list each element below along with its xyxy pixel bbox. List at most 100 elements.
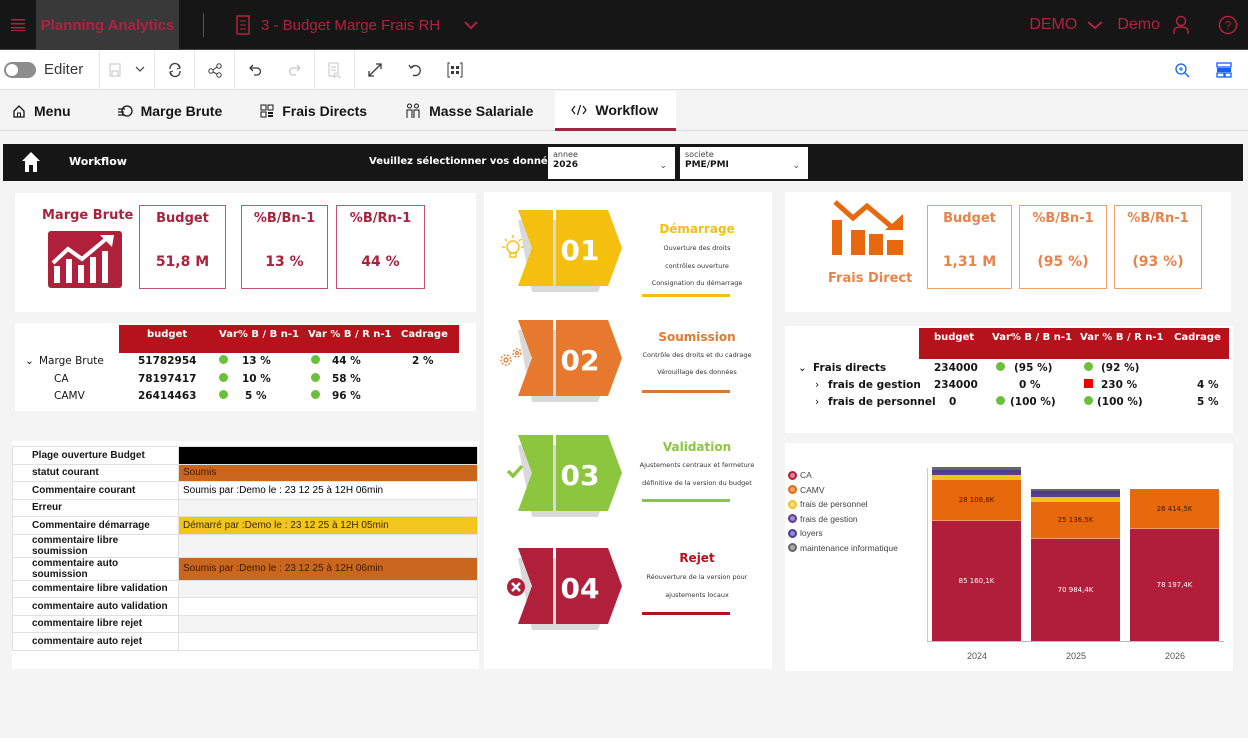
reset-view-button[interactable] — [395, 50, 435, 90]
budget-cell: 234000 — [934, 379, 978, 391]
row-value[interactable] — [178, 498, 478, 517]
document-title: 3 - Budget Marge Frais RH — [261, 16, 441, 34]
table-row: commentaire libre validation — [12, 579, 478, 598]
expand-chevron-icon[interactable]: ⌄ — [798, 362, 807, 374]
table-row[interactable]: › frais de gestion 234000 0 % 230 % 4 % — [785, 377, 1233, 394]
bar-segment-loyers — [932, 470, 1021, 472]
tab-workflow[interactable]: Workflow — [555, 91, 677, 131]
step-divider — [642, 390, 730, 393]
annee-select[interactable]: annee 2026 ⌄ — [548, 147, 675, 179]
edit-toggle[interactable]: Editer — [0, 49, 100, 90]
row-value[interactable] — [178, 533, 478, 558]
table-row[interactable]: CAMV 26414463 5 % 96 % — [15, 388, 476, 405]
zoom-button[interactable] — [1162, 50, 1202, 90]
row-value[interactable] — [178, 579, 478, 598]
table-row: statut courant Soumis — [12, 463, 478, 482]
bar-segment-maintenance — [1031, 489, 1120, 491]
societe-select[interactable]: societe PME/PMI ⌄ — [680, 147, 808, 179]
code-icon — [571, 104, 588, 115]
status-dot-green — [996, 362, 1005, 371]
hamburger-menu-button[interactable] — [0, 0, 36, 50]
lightbulb-icon — [502, 235, 524, 258]
bar-2026[interactable]: 26 414,5K 78 197,4K — [1130, 489, 1219, 641]
row-value[interactable]: Démarré par :Demo le : 23 12 25 à 12H 05… — [178, 516, 478, 535]
row-value[interactable]: Soumis par :Demo le : 23 12 25 à 12H 06m… — [178, 556, 478, 581]
row-key: Plage ouverture Budget — [12, 446, 179, 465]
expand-chevron-icon[interactable]: › — [815, 379, 820, 391]
kpi-header: %B/Bn-1 — [253, 211, 316, 226]
table-row: Plage ouverture Budget — [12, 446, 478, 465]
budget-cell: 234000 — [934, 362, 978, 374]
chart-legend: CA CAMV frais de personnel frais de gest… — [788, 468, 898, 555]
environment-selector[interactable]: DEMO — [1029, 16, 1078, 33]
kpi-value: (93 %) — [1132, 254, 1184, 270]
svg-text:03: 03 — [561, 459, 600, 492]
step-description: Réouverture de la version pour — [646, 573, 748, 581]
bar-2025[interactable]: 25 136,5K 70 984,4K — [1031, 489, 1120, 641]
row-value[interactable] — [178, 597, 478, 616]
user-icon[interactable] — [1172, 15, 1190, 35]
bar-2024[interactable]: 28 108,6K 85 160,1K — [932, 467, 1021, 641]
row-key: commentaire libre validation — [12, 579, 179, 598]
legend-item[interactable]: frais de personnel — [788, 497, 898, 512]
legend-item[interactable]: CA — [788, 468, 898, 483]
row-value[interactable] — [178, 632, 478, 651]
var-bn1-cell: 0 % — [1019, 379, 1041, 391]
row-value[interactable] — [178, 614, 478, 633]
table-row[interactable]: › frais de personnel 0 (100 %) (100 %) 5… — [785, 394, 1233, 411]
budget-cell: 0 — [949, 396, 957, 408]
legend-item[interactable]: frais de gestion — [788, 512, 898, 527]
expand-chevron-icon[interactable]: ⌄ — [25, 355, 34, 367]
row-value[interactable] — [178, 446, 478, 465]
refresh-button[interactable] — [155, 49, 195, 90]
table-row[interactable]: ⌄ Marge Brute 51782954 13 % 44 % 2 % — [15, 353, 476, 370]
hand-coin-icon — [117, 105, 133, 117]
column-header: Var % B / R n-1 — [308, 329, 392, 340]
reset-data-button[interactable] — [315, 49, 355, 90]
step-demarrage[interactable]: 01 Démarrage Ouverture des droits contrô… — [484, 202, 772, 312]
kpi-header: %B/Rn-1 — [349, 211, 412, 226]
step-description: contrôles ouverture — [665, 262, 729, 270]
edit-label: Editer — [44, 61, 84, 78]
step-validation[interactable]: 03 Validation Ajustements centraux et fe… — [484, 427, 772, 537]
chevron-down-icon[interactable] — [1087, 20, 1103, 30]
status-value[interactable]: Soumis — [178, 463, 478, 482]
tab-menu[interactable]: Menu — [0, 91, 91, 131]
legend-item[interactable]: CAMV — [788, 483, 898, 498]
expand-chevron-icon[interactable]: › — [815, 396, 820, 408]
tab-frais-directs[interactable]: Frais Directs — [242, 91, 387, 131]
app-brand[interactable]: Planning Analytics — [36, 0, 179, 50]
toggle-switch[interactable] — [4, 61, 36, 78]
fullscreen-button[interactable] — [355, 50, 395, 90]
legend-item[interactable]: maintenance informatique — [788, 541, 898, 556]
legend-item[interactable]: loyers — [788, 526, 898, 541]
home-icon[interactable] — [21, 151, 41, 173]
row-label: frais de personnel — [828, 396, 936, 408]
workflow-header-bar: Workflow Veuillez sélectionner vos donné… — [3, 144, 1243, 181]
focus-mode-button[interactable] — [435, 50, 475, 90]
table-row[interactable]: ⌄ Frais directs 234000 (95 %) (92 %) — [785, 360, 1233, 377]
step-rejet[interactable]: 04 Rejet Réouverture de la version pour … — [484, 540, 772, 650]
marge-brute-kpi-panel: Marge Brute Budget 51,8 M %B/Bn-1 13 % %… — [15, 193, 476, 312]
tab-marge-brute[interactable]: Marge Brute — [91, 91, 243, 131]
bar-segment-maintenance — [1130, 489, 1219, 490]
kpi-card-var-rn1: %B/Rn-1 44 % — [336, 205, 425, 289]
step-soumission[interactable]: 02 Soumission Contrôle des droits et du … — [484, 312, 772, 422]
tab-masse-salariale[interactable]: Masse Salariale — [387, 91, 553, 131]
undo-button[interactable] — [235, 50, 275, 90]
user-name[interactable]: Demo — [1117, 16, 1160, 33]
help-icon[interactable]: ? — [1218, 15, 1238, 35]
table-row[interactable]: CA 78197417 10 % 58 % — [15, 371, 476, 388]
status-dot-green — [219, 373, 228, 382]
share-button[interactable] — [195, 49, 235, 90]
step-title: Démarrage — [659, 222, 735, 236]
chevron-down-icon[interactable] — [135, 66, 145, 73]
layout-button[interactable] — [1204, 50, 1244, 90]
save-button[interactable] — [100, 49, 155, 90]
frais-direct-title: Frais Direct — [828, 271, 913, 286]
tab-label: Marge Brute — [140, 103, 223, 119]
row-value[interactable]: Soumis par :Demo le : 23 12 25 à 12H 06m… — [178, 481, 478, 500]
kpi-card-var-bn1: %B/Bn-1 (95 %) — [1019, 205, 1107, 289]
redo-button[interactable] — [275, 49, 315, 90]
document-selector[interactable]: 3 - Budget Marge Frais RH — [235, 0, 478, 50]
